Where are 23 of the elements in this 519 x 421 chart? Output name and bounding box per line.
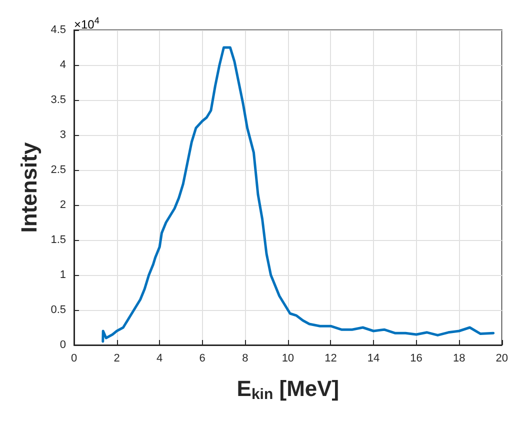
x-tick-label: 2 xyxy=(114,352,120,364)
y-tick-label: 3.5 xyxy=(50,94,66,106)
y-tick-label: 4 xyxy=(60,59,66,71)
x-tick-label: 12 xyxy=(324,352,337,364)
y-tick-label: 4.5 xyxy=(50,24,66,36)
y-tick-label: 0.5 xyxy=(50,304,66,316)
x-tick-label: 14 xyxy=(367,352,380,364)
x-tick-label: 10 xyxy=(282,352,294,364)
x-tick-label: 16 xyxy=(410,352,422,364)
y-tick-label: 3 xyxy=(60,129,66,141)
y-tick-label: 2 xyxy=(60,199,66,211)
line-series xyxy=(102,46,495,343)
x-tick-label: 6 xyxy=(199,352,206,364)
y-tick-label: 1 xyxy=(60,269,66,281)
x-tick-label: 0 xyxy=(70,352,78,364)
y-axis-title: Intensity xyxy=(16,142,42,233)
y-tick-label: 1.5 xyxy=(50,234,66,246)
x-tick-label: 18 xyxy=(452,352,466,364)
y-tick-label: 0 xyxy=(60,339,66,351)
x-tick-label: 20 xyxy=(496,352,508,364)
x-tick-label: 4 xyxy=(156,352,163,364)
y-tick-label: 2.5 xyxy=(50,164,66,176)
x-tick-label: 8 xyxy=(242,352,248,364)
